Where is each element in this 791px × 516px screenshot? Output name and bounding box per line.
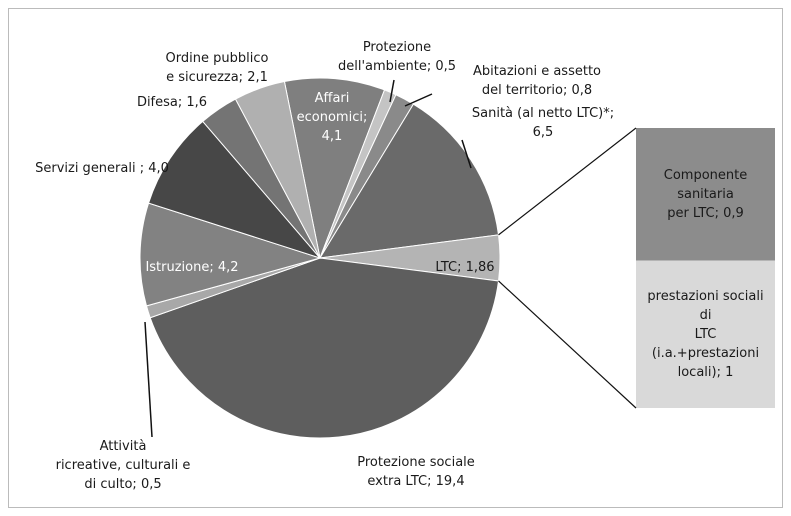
- pie-slice: [147, 120, 322, 260]
- leader-line: [144, 321, 153, 438]
- frame: [8, 8, 783, 508]
- bar-label: prestazioni sociali di LTC (i.a.+prestaz…: [647, 288, 764, 380]
- data-label: Protezione dell'ambiente; 0,5: [337, 40, 457, 74]
- pie-slice: [283, 77, 386, 260]
- data-label: Ordine pubblico e sicurezza; 2,1: [165, 51, 269, 85]
- connector: [498, 280, 637, 409]
- bar-label: Componente sanitaria per LTC; 0,9: [663, 167, 748, 221]
- data-label: Servizi generali ; 4,0: [35, 161, 169, 176]
- data-label: Istruzione; 4,2: [145, 260, 239, 275]
- data-label: Protezione sociale extra LTC; 19,4: [357, 455, 475, 489]
- leader-line: [389, 79, 395, 103]
- pie-slice: [319, 103, 500, 259]
- data-label: Attività ricreative, culturali e di cult…: [55, 439, 191, 492]
- connector: [498, 127, 637, 236]
- pie-slice: [149, 257, 500, 439]
- pie-slice: [139, 202, 322, 307]
- data-label: Abitazioni e assetto del territorio; 0,8: [473, 64, 601, 98]
- leader-line: [404, 93, 433, 107]
- data-label: Sanità (al netto LTC)*; 6,5: [471, 106, 615, 140]
- leader-line: [461, 139, 472, 169]
- data-label: Affari economici; 4,1: [296, 91, 368, 144]
- data-label: LTC; 1,86: [435, 260, 495, 275]
- data-label: Difesa; 1,6: [136, 95, 208, 110]
- bar-segment: [636, 260, 775, 408]
- bar-segment: [636, 128, 775, 261]
- pie-slice: [234, 80, 321, 259]
- leader-lines: [144, 79, 472, 438]
